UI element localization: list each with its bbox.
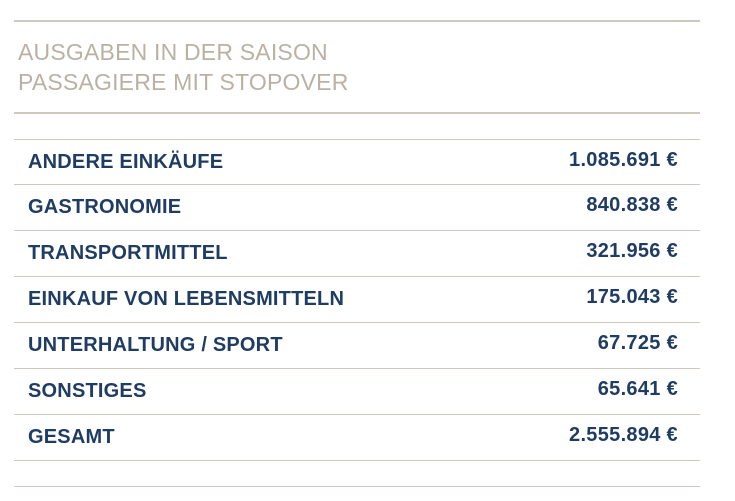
row-label: SONSTIGES — [28, 380, 147, 402]
table-row: SONSTIGES 65.641 € — [14, 369, 700, 415]
header-title-line-1: AUSGABEN IN DER SAISON — [18, 39, 328, 65]
row-value: 67.725 € — [597, 332, 678, 354]
table-row: UNTERHALTUNG / SPORT 67.725 € — [14, 323, 700, 369]
bottom-divider — [14, 486, 700, 487]
header-title-line-2: PASSAGIERE MIT STOPOVER — [18, 69, 349, 95]
row-value: 840.838 € — [586, 194, 678, 216]
header-divider — [14, 112, 700, 114]
row-label: UNTERHALTUNG / SPORT — [28, 334, 283, 356]
row-value: 175.043 € — [586, 286, 678, 308]
total-value: 2.555.894 € — [569, 424, 678, 446]
row-label: GASTRONOMIE — [28, 196, 182, 218]
table-row-total: GESAMT 2.555.894 € — [14, 415, 700, 461]
total-label: GESAMT — [28, 426, 115, 448]
row-label: EINKAUF VON LEBENSMITTELN — [28, 288, 345, 310]
expenses-table: ANDERE EINKÄUFE 1.085.691 € GASTRONOMIE … — [14, 139, 700, 461]
row-value: 1.085.691 € — [569, 149, 678, 171]
table-header: AUSGABEN IN DER SAISON PASSAGIERE MIT ST… — [18, 37, 678, 97]
row-label: ANDERE EINKÄUFE — [28, 151, 224, 173]
table-row: TRANSPORTMITTEL 321.956 € — [14, 231, 700, 277]
row-value: 65.641 € — [597, 378, 678, 400]
table-row: ANDERE EINKÄUFE 1.085.691 € — [14, 139, 700, 185]
row-value: 321.956 € — [586, 240, 678, 262]
table-row: EINKAUF VON LEBENSMITTELN 175.043 € — [14, 277, 700, 323]
top-divider — [14, 20, 700, 22]
row-label: TRANSPORTMITTEL — [28, 242, 228, 264]
table-row: GASTRONOMIE 840.838 € — [14, 185, 700, 231]
